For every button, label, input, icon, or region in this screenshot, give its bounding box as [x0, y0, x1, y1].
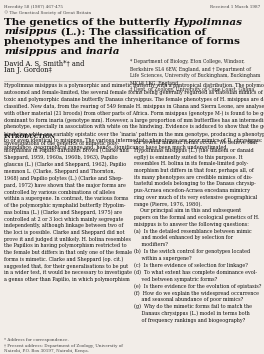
Text: Hypolimnas: Hypolimnas	[173, 18, 242, 27]
Text: for several mimetic forms occurs. We believe that
Hypolimnas misippus (L.) (the : for several mimetic forms occurs. We bel…	[134, 141, 261, 323]
Text: Investigations of the genetics of mimetic poly-
morphisms in Papilio dardanus Br: Investigations of the genetics of mimeti…	[4, 141, 132, 282]
Text: David A. S. Smith*† and: David A. S. Smith*† and	[4, 59, 84, 68]
Text: * Department of Biology, Eton College, Windsor,
Berkshire SL4 6EW, England, and : * Department of Biology, Eton College, W…	[130, 59, 260, 92]
Text: Heredity 58 (1987) 467-475
© The Genetical Society of Great Britain: Heredity 58 (1987) 467-475 © The Genetic…	[4, 5, 91, 15]
Text: (L.): The classification of: (L.): The classification of	[57, 28, 206, 36]
Text: inaria: inaria	[85, 46, 120, 56]
Text: phenotypes and the inheritance of forms: phenotypes and the inheritance of forms	[4, 37, 240, 46]
Text: Ian J. Gordon‡: Ian J. Gordon‡	[4, 66, 52, 74]
Text: Received 1 March 1987: Received 1 March 1987	[210, 5, 260, 9]
Text: The genetics of the butterfly: The genetics of the butterfly	[4, 18, 173, 27]
Text: Hypolimnas misippus is a polymorphic and mimetic butterfly with a pantropical di: Hypolimnas misippus is a polymorphic and…	[4, 84, 264, 150]
Text: INTRODUCTION: INTRODUCTION	[4, 135, 56, 139]
Text: and: and	[57, 46, 85, 56]
Text: * Address for correspondence.
† Present address: Department of Zoology, Universi: * Address for correspondence. † Present …	[4, 338, 123, 353]
Text: misippus: misippus	[4, 46, 57, 56]
Text: misippus: misippus	[4, 28, 57, 36]
